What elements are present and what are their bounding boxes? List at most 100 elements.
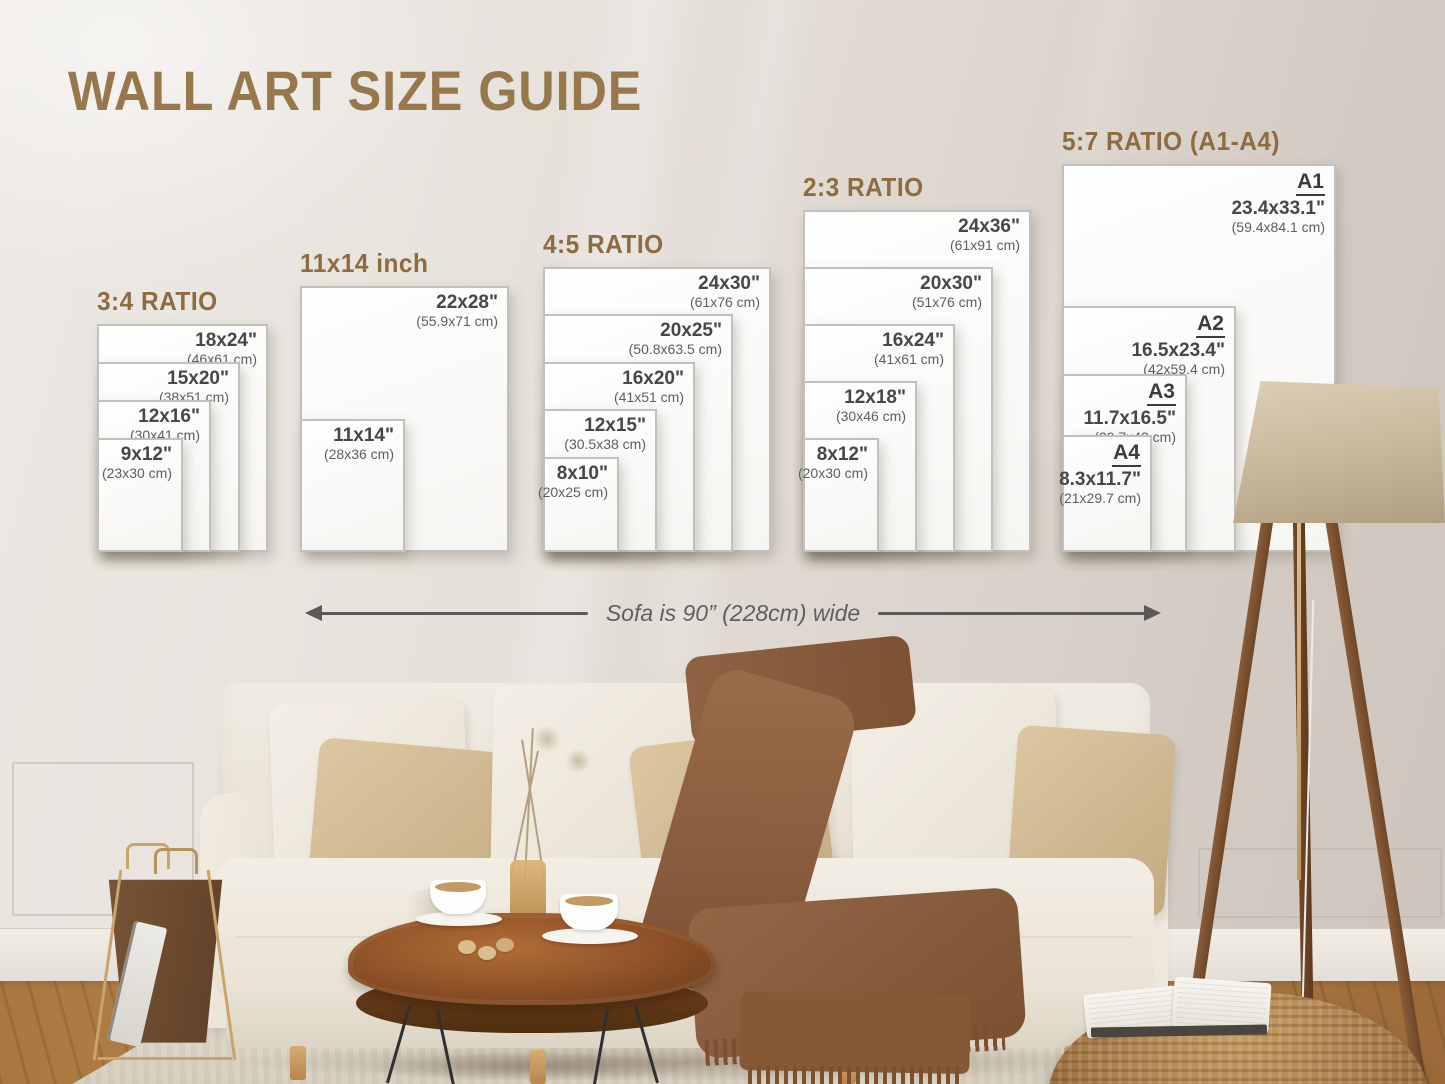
frame-size-inches: 16x24" (882, 330, 944, 351)
group-header: 11x14 inch (300, 248, 429, 278)
table-slab-top (348, 913, 716, 1005)
frame-size-cm: (41x61 cm) (873, 351, 944, 367)
size-frame: 11x14" (28x36 cm) (300, 419, 405, 552)
group-header: 3:4 RATIO (97, 286, 218, 316)
frame-label: 16x20" (41x51 cm) (614, 368, 684, 406)
page-title: WALL ART SIZE GUIDE (68, 59, 643, 122)
frame-size-inches: 8x12" (816, 444, 868, 465)
frame-label: 24x30" (61x76 cm) (690, 273, 760, 311)
frame-size-cm: (20x25 cm) (537, 484, 608, 500)
rack-handle (154, 848, 198, 874)
frame-size-inches: 18x24" (195, 330, 257, 351)
arrow-left-icon (305, 605, 322, 621)
frame-size-inches: 11.7x16.5" (1083, 408, 1177, 429)
frame-label: 11x14" (28x36 cm) (324, 425, 394, 463)
group-header: 5:7 RATIO (A1-A4) (1062, 126, 1281, 156)
wainscot-panel (12, 762, 194, 916)
frame-size-cm: (21x29.7 cm) (1059, 490, 1141, 506)
sofa-width-arrow: Sofa is 90” (228cm) wide (305, 597, 1162, 629)
frame-size-inches: 9x12" (120, 444, 172, 465)
frame-size-cm: (42x59.4 cm) (1143, 361, 1225, 377)
paper-size-tag: A1 (1296, 170, 1325, 196)
frame-size-inches: 12x18" (844, 387, 906, 408)
sofa-leg (290, 1046, 306, 1080)
macaron (496, 938, 514, 952)
frame-size-cm: (41x51 cm) (613, 389, 684, 405)
rack-foot (98, 1057, 232, 1060)
frame-label: A4 8.3x11.7" (21x29.7 cm) (1059, 441, 1141, 507)
frame-size-inches: 15x20" (167, 368, 229, 389)
frame-label: 24x36" (61x91 cm) (950, 216, 1020, 254)
size-frame: A4 8.3x11.7" (21x29.7 cm) (1059, 435, 1152, 552)
frame-label: 20x25" (50.8x63.5 cm) (629, 320, 722, 358)
macaron (478, 946, 496, 960)
blanket-fringe (748, 1066, 963, 1084)
throw-blanket (739, 991, 971, 1075)
frame-label: 8x12" (20x30 cm) (798, 444, 868, 482)
saucer (542, 928, 638, 944)
frame-label: A1 23.4x33.1" (59.4x84.1 cm) (1231, 170, 1325, 236)
frame-size-cm: (30x46 cm) (835, 408, 906, 424)
frame-size-inches: 16x20" (622, 368, 684, 389)
sofa-leg (530, 1050, 546, 1084)
frame-size-cm: (55.9x71 cm) (416, 313, 498, 329)
coffee (435, 882, 481, 892)
frame-label: 20x30" (51x76 cm) (912, 273, 982, 311)
frame-size-inches: 8x10" (556, 463, 608, 484)
frame-size-inches: 11x14" (333, 425, 394, 446)
open-book (1082, 972, 1275, 1044)
frame-size-inches: 23.4x33.1" (1231, 198, 1325, 219)
frame-size-cm: (20x30 cm) (797, 465, 868, 481)
frame-size-cm: (23x30 cm) (101, 465, 172, 481)
macaron (458, 940, 476, 954)
book-cover (1090, 1024, 1268, 1038)
frame-size-cm: (28x36 cm) (323, 446, 394, 462)
paper-size-tag: A3 (1147, 380, 1176, 406)
size-frame: 9x12" (23x30 cm) (97, 438, 183, 552)
rack-handle (126, 843, 170, 869)
frame-label: A2 16.5x23.4" (42x59.4 cm) (1131, 312, 1225, 378)
frame-size-cm: (51x76 cm) (911, 294, 982, 310)
frame-size-inches: 20x25" (660, 320, 722, 341)
frame-size-inches: 20x30" (920, 273, 982, 294)
frame-size-inches: 22x28" (436, 292, 498, 313)
paper-size-tag: A4 (1112, 441, 1141, 467)
frame-label: 22x28" (55.9x71 cm) (416, 292, 498, 330)
magazine-rack (88, 843, 243, 1065)
paper-size-tag: A2 (1196, 312, 1225, 338)
saucer (416, 912, 502, 926)
frame-size-inches: 12x15" (584, 415, 646, 436)
frame-label: 16x24" (41x61 cm) (874, 330, 944, 368)
coffee (565, 896, 613, 906)
dried-flower (566, 748, 590, 774)
size-frame: 8x10" (20x25 cm) (538, 457, 619, 552)
frame-size-inches: 24x36" (958, 216, 1020, 237)
frame-size-inches: 16.5x23.4" (1131, 340, 1225, 361)
frame-label: 12x18" (30x46 cm) (836, 387, 906, 425)
frame-size-cm: (59.4x84.1 cm) (1231, 219, 1325, 235)
frame-size-cm: (61x76 cm) (689, 294, 760, 310)
arrow-line (878, 611, 1147, 615)
frame-size-inches: 8.3x11.7" (1059, 469, 1141, 490)
size-frame: 8x12" (20x30 cm) (798, 438, 879, 552)
frame-size-inches: 24x30" (698, 273, 760, 294)
frame-size-cm: (50.8x63.5 cm) (628, 341, 722, 357)
dried-flower (534, 724, 560, 754)
frame-label: 8x10" (20x25 cm) (538, 463, 608, 501)
group-header: 2:3 RATIO (803, 172, 924, 202)
sofa-width-label: Sofa is 90” (228cm) wide (605, 599, 861, 626)
coffee-table (338, 724, 728, 1084)
frame-label: 9x12" (23x30 cm) (102, 444, 172, 482)
frame-label: 12x15" (30.5x38 cm) (564, 415, 646, 453)
arrow-right-icon (1144, 605, 1162, 621)
sofa-shadow (215, 1042, 1165, 1082)
frame-size-cm: (30.5x38 cm) (564, 436, 646, 452)
group-header: 4:5 RATIO (543, 229, 664, 259)
frame-size-cm: (61x91 cm) (949, 237, 1020, 253)
